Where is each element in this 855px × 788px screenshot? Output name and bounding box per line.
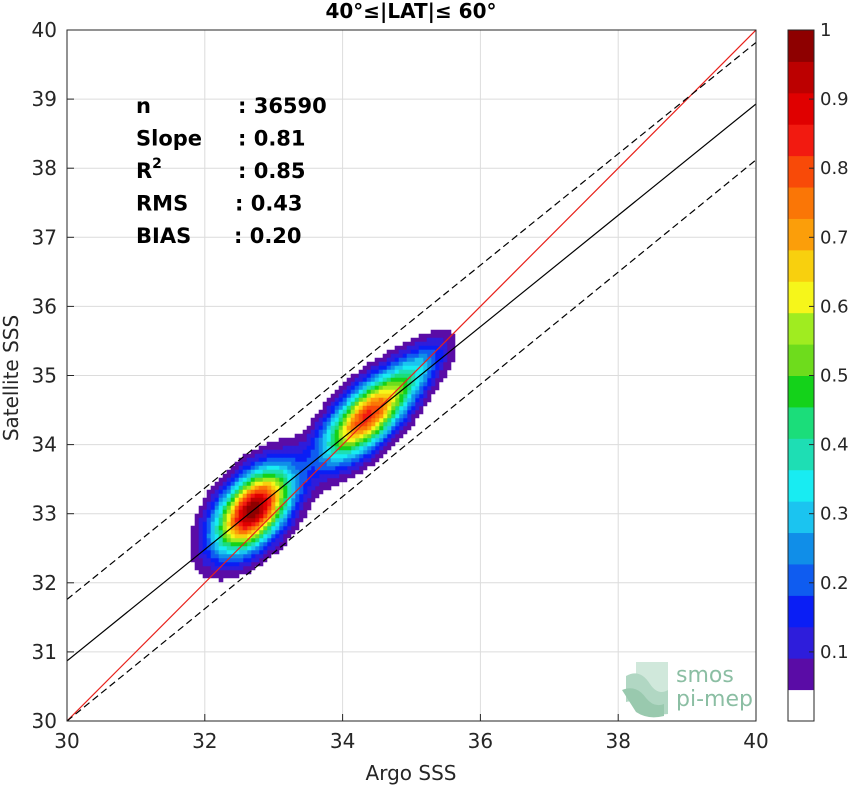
smos-pi-mep-logo: smos pi-mep [622,662,753,718]
stat-value: : 0.85 [238,159,306,183]
one-to-one-line [67,30,756,721]
stat-label: n [136,94,151,118]
colorbar-band [788,30,814,62]
density-contours [190,329,456,583]
x-tick-label: 34 [330,729,355,753]
stat-value: : 36590 [238,94,327,118]
colorbar-tick-label: 0.5 [820,366,849,387]
regression-line [67,103,756,662]
y-tick-label: 31 [32,640,57,664]
colorbar-tick-label: 0.4 [820,435,849,456]
colorbar-band [788,249,814,282]
colorbar-band [788,375,814,408]
colorbar-band [788,312,814,345]
colorbar-band [788,406,814,439]
logo-waves-icon [622,662,668,718]
colorbar-band [788,532,814,565]
y-tick-label: 34 [32,433,57,457]
colorbar-band [788,218,814,251]
x-axis-label: Argo SSS [366,761,457,785]
colorbar-ticks: 0.1 0.2 0.3 0.4 0.5 0.6 0.7 0.8 0.9 1 [809,20,849,663]
stat-value: : 0.20 [234,224,302,248]
y-tick-label: 36 [32,294,57,318]
stat-value: : 0.81 [238,127,306,151]
y-tick-label: 38 [32,156,57,180]
colorbar-band [788,626,814,659]
colorbar-band [788,61,814,94]
stat-label: Slope [136,127,202,151]
colorbar-tick-label: 0.7 [820,227,849,248]
stat-label-sup: 2 [152,156,162,172]
colorbar-tick-label: 0.9 [820,89,849,110]
x-tick-label: 40 [743,729,768,753]
colorbar-tick-label: 0.2 [820,573,849,594]
colorbar-tick-label: 0.3 [820,504,849,525]
colorbar-band [788,563,814,596]
y-tick-label: 33 [32,502,57,526]
x-tick-label: 38 [605,729,630,753]
regression-lower-line [67,159,756,721]
x-tick-label: 30 [54,729,79,753]
y-tick-label: 35 [32,364,57,388]
logo-text-pi-mep: pi-mep [676,687,753,712]
colorbar-band [788,124,814,157]
x-tick-label: 36 [468,729,493,753]
colorbar [788,30,814,722]
stat-label: RMS [136,192,188,216]
colorbar-tick-label: 1 [820,20,831,41]
grid [66,29,757,722]
colorbar-tick-label: 0.6 [820,296,849,317]
colorbar-band [788,501,814,534]
y-axis-label: Satellite SSS [0,315,23,441]
colorbar-band [788,281,814,314]
y-axis-ticks: 30 31 32 33 34 35 36 37 38 39 40 [32,18,74,733]
y-tick-label: 37 [32,225,57,249]
colorbar-band [788,595,814,628]
colorbar-band [788,469,814,502]
logo-text-smos: smos [676,663,734,688]
y-tick-label: 39 [32,87,57,111]
colorbar-tick-label: 0.8 [820,158,849,179]
colorbar-band [788,344,814,376]
y-tick-label: 32 [32,571,57,595]
chart-title: 40°≤|LAT|≤ 60° [325,0,496,23]
fit-lines [67,30,756,721]
x-tick-label: 32 [192,729,217,753]
regression-upper-line [67,41,756,600]
colorbar-band [788,187,814,219]
colorbar-band [788,658,814,691]
stat-value: : 0.43 [235,192,303,216]
y-tick-label: 40 [32,18,57,42]
colorbar-band [788,155,814,188]
colorbar-band [788,438,814,471]
stat-label: BIAS [136,224,191,248]
colorbar-band [788,689,814,722]
y-tick-label: 30 [32,709,57,733]
colorbar-band [788,92,814,125]
x-axis-ticks: 30 32 34 36 38 40 [54,714,769,753]
colorbar-tick-label: 0.1 [820,642,849,663]
